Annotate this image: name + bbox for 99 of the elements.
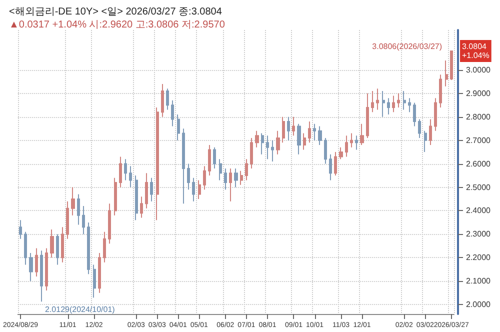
- candlestick: [29, 252, 33, 282]
- candlestick: [345, 135, 348, 158]
- y-tick-label: 2.3000: [466, 230, 492, 239]
- candlestick: [119, 156, 122, 188]
- candlestick: [434, 98, 437, 132]
- candlestick: [324, 137, 327, 164]
- annotation: 3.0806(2026/03/27): [372, 42, 442, 51]
- candlestick: [445, 60, 448, 87]
- candlestick: [77, 194, 80, 226]
- candlestick: [35, 248, 38, 277]
- candlestick: [366, 92, 369, 138]
- candlestick: [339, 146, 343, 160]
- candlestick: [234, 168, 238, 188]
- candlestick: [271, 140, 274, 162]
- annotation: 2.0129(2024/10/01): [45, 305, 116, 314]
- candlestick: [408, 98, 411, 113]
- candlestick: [24, 231, 27, 266]
- candlestick: [313, 123, 316, 141]
- y-tick-label: 2.8000: [466, 112, 492, 122]
- candlestick: [287, 116, 290, 141]
- candlestick: [45, 248, 48, 292]
- candlestick: [71, 186, 75, 216]
- y-tick-label: 2.0000: [466, 300, 492, 310]
- candlestick: [87, 222, 90, 275]
- candlestick: [82, 206, 85, 235]
- candlestick: [229, 168, 232, 202]
- candlestick: [208, 144, 211, 176]
- candlestick: [50, 229, 54, 258]
- candlestick: [397, 92, 400, 108]
- candlestick: [166, 88, 169, 110]
- candlestick: [93, 264, 96, 298]
- candlestick: [40, 250, 43, 302]
- candlestick: [392, 95, 395, 113]
- y-tick-label: 2.9000: [466, 88, 492, 98]
- candlestick: [245, 158, 248, 181]
- candlestick: [140, 196, 143, 218]
- candlestick: [108, 203, 111, 244]
- candlestick: [318, 126, 322, 146]
- candlestick: [382, 90, 385, 118]
- candlestick: [213, 146, 216, 169]
- y-tick-label: 2.7000: [466, 136, 492, 145]
- candlestick: [192, 177, 195, 202]
- candlestick: [129, 166, 132, 188]
- candlestick: [182, 128, 185, 204]
- candlestick: [161, 83, 164, 118]
- y-tick-label: 2.4000: [466, 206, 492, 216]
- candlestick: [187, 163, 190, 190]
- candlestick: [66, 200, 69, 240]
- candlestick: [145, 172, 148, 209]
- candlestick: [203, 166, 206, 190]
- candlestick: [292, 116, 295, 136]
- candlestick: [224, 168, 227, 190]
- candlestick: [282, 116, 285, 144]
- candlestick: [266, 135, 269, 160]
- candlestick: [376, 88, 379, 110]
- candlestick: [103, 231, 106, 263]
- candlestick: [56, 234, 59, 266]
- text: 3.0804 +1.04%: [462, 42, 490, 60]
- candlestick: [439, 74, 442, 108]
- candlestick: [450, 50, 453, 80]
- candlestick: [387, 98, 390, 115]
- candlestick: [355, 135, 358, 150]
- candlestick: [403, 90, 406, 110]
- candlestick: [240, 170, 243, 186]
- candlestick: [255, 130, 259, 148]
- candlestick: [219, 158, 222, 181]
- candlestick: [250, 137, 253, 169]
- y-tick-label: 2.6000: [466, 159, 492, 168]
- candlestick: [198, 180, 201, 200]
- candlestick: [418, 118, 421, 138]
- candlestick: [61, 226, 64, 263]
- chart-title: <해외금리-DE 10Y> <일> 2026/03/27 종:3.0804: [9, 6, 222, 18]
- candlestick: [360, 123, 364, 146]
- candlestick: [261, 132, 264, 155]
- candlestick: [177, 114, 180, 141]
- candlestick: [371, 90, 374, 113]
- candlestick: [350, 132, 353, 148]
- candlestick: [98, 252, 101, 294]
- candlestick: [429, 118, 432, 146]
- candlestick: [135, 175, 138, 221]
- candlestick: [124, 158, 127, 181]
- candlestick: [424, 130, 427, 153]
- candlestick: [329, 154, 332, 181]
- candlestick: [150, 177, 153, 202]
- y-tick-label: 2.5000: [466, 182, 492, 192]
- candlestick: [171, 100, 174, 127]
- candlestick: [303, 132, 306, 150]
- y-tick-label: 2.1000: [466, 276, 492, 286]
- candlestick: [297, 123, 301, 155]
- candlestick: [276, 130, 280, 155]
- candlestick: [19, 220, 22, 240]
- candlestick: [334, 152, 337, 176]
- chart-subtitle: ▲0.0317 +1.04% 시:2.9620 고:3.0806 저:2.9570: [9, 20, 226, 30]
- candlestick: [156, 106, 159, 221]
- y-tick-label: 3.0000: [466, 65, 492, 74]
- candlestick: [413, 102, 416, 127]
- candlestick: [114, 177, 117, 216]
- candlestick: [308, 121, 311, 144]
- y-tick-label: 2.2000: [466, 253, 492, 262]
